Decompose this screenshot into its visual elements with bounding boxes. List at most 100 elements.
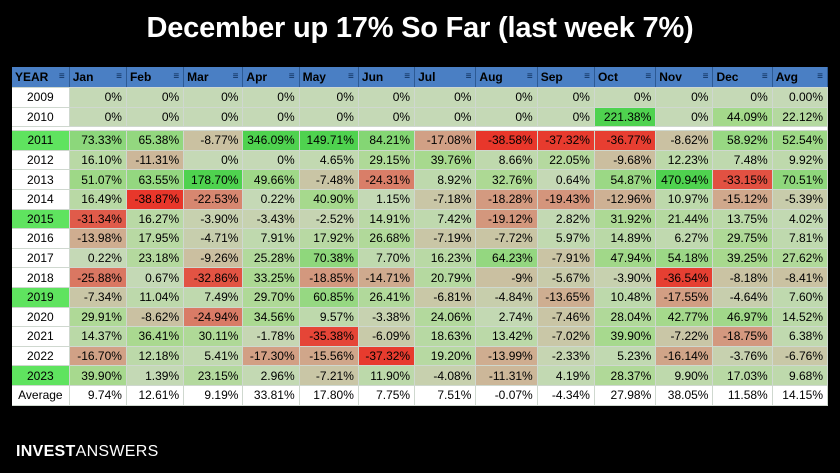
column-header-apr[interactable]: Apr ≡ (242, 67, 300, 88)
value-cell-jul: -4.08% (414, 365, 477, 386)
value-cell-sep: -7.02% (537, 326, 595, 347)
value-cell-oct: 54.87% (594, 169, 657, 190)
value-cell-feb: 16.27% (126, 209, 185, 230)
value-cell-nov: 6.27% (655, 228, 714, 249)
filter-icon[interactable]: ≡ (232, 71, 239, 82)
value-cell-jan: -7.34% (69, 287, 127, 308)
value-cell-jun: 0% (358, 87, 416, 108)
value-cell-sep: 4.19% (537, 365, 595, 386)
value-cell-jun: -3.38% (358, 307, 416, 328)
value-cell-may: 149.71% (299, 130, 359, 151)
year-cell: 2016 (12, 228, 70, 249)
column-header-jun[interactable]: Jun ≡ (358, 67, 416, 88)
year-row-2011: 2011 73.33% 65.38% -8.77% 346.09% 149.71% 84.2… (12, 130, 829, 151)
filter-icon[interactable]: ≡ (173, 71, 180, 82)
value-cell-jun: 0% (358, 107, 416, 128)
value-cell-avg: -8.41% (772, 267, 829, 288)
value-cell-aug: -4.84% (475, 287, 538, 308)
year-row-2016: 2016 -13.98% 17.95% -4.71% 7.91% 17.92% 26.68%… (12, 228, 829, 249)
value-cell-dec: 44.09% (712, 107, 773, 128)
value-cell-jul: 0% (414, 87, 477, 108)
value-cell-mar: -9.26% (183, 248, 244, 269)
column-header-nov[interactable]: Nov ≡ (655, 67, 714, 88)
value-cell-mar: 7.49% (183, 287, 244, 308)
value-cell-mar: 0% (183, 87, 244, 108)
brand-light: ANSWERS (75, 443, 159, 460)
year-cell: 2021 (12, 326, 70, 347)
column-header-mar[interactable]: Mar ≡ (183, 67, 244, 88)
value-cell-jan: 9.74% (69, 385, 127, 406)
column-header-year[interactable]: YEAR ≡ (12, 67, 70, 88)
value-cell-jul: -6.81% (414, 287, 477, 308)
value-cell-aug: -19.12% (475, 209, 538, 230)
column-header-label: Oct (597, 70, 618, 84)
value-cell-feb: 1.39% (126, 365, 185, 386)
value-cell-aug: -9% (475, 267, 538, 288)
value-cell-apr: -17.30% (242, 346, 300, 367)
value-cell-apr: 0.22% (242, 189, 300, 210)
brand-bold: INVEST (16, 443, 76, 460)
filter-icon[interactable]: ≡ (526, 71, 533, 82)
value-cell-oct: -12.96% (594, 189, 657, 210)
filter-icon[interactable]: ≡ (817, 71, 823, 82)
filter-icon[interactable]: ≡ (702, 71, 709, 82)
value-cell-dec: 46.97% (712, 307, 773, 328)
value-cell-sep: -2.33% (537, 346, 595, 367)
filter-icon[interactable]: ≡ (761, 71, 768, 82)
filter-icon[interactable]: ≡ (645, 71, 652, 82)
filter-icon[interactable]: ≡ (348, 71, 354, 82)
column-header-dec[interactable]: Dec ≡ (712, 67, 773, 88)
year-row-2018: 2018 -25.88% 0.67% -32.86% 33.25% -18.85% -14.… (12, 267, 829, 288)
value-cell-aug: 2.74% (475, 307, 538, 328)
value-cell-sep: -7.46% (537, 307, 595, 328)
value-cell-oct: 28.37% (594, 365, 657, 386)
year-cell: 2018 (12, 267, 70, 288)
value-cell-feb: -8.62% (126, 307, 185, 328)
value-cell-nov: 9.90% (655, 365, 714, 386)
filter-icon[interactable]: ≡ (58, 71, 65, 82)
year-row-2015: 2015 -31.34% 16.27% -3.90% -3.43% -2.52% 14.91… (12, 209, 829, 230)
value-cell-jul: 8.92% (414, 169, 477, 190)
value-cell-dec: -8.18% (712, 267, 773, 288)
brand-logo: INVESTANSWERS (16, 443, 159, 461)
filter-icon[interactable]: ≡ (584, 71, 590, 82)
value-cell-feb: 0% (126, 87, 185, 108)
value-cell-aug: 8.66% (475, 150, 538, 171)
value-cell-jul: 19.20% (414, 346, 477, 367)
year-row-2019: 2019 -7.34% 11.04% 7.49% 29.70% 60.85% 26.41% -… (12, 287, 829, 308)
year-cell: 2022 (12, 346, 70, 367)
filter-icon[interactable]: ≡ (116, 71, 122, 82)
filter-icon[interactable]: ≡ (288, 71, 295, 82)
value-cell-jul: 7.51% (414, 385, 477, 406)
value-cell-mar: 23.15% (183, 365, 244, 386)
value-cell-avg: -6.76% (772, 346, 829, 367)
column-header-label: Jan (72, 70, 94, 84)
value-cell-jan: -16.70% (69, 346, 127, 367)
column-header-aug[interactable]: Aug ≡ (475, 67, 538, 88)
filter-icon[interactable]: ≡ (465, 71, 472, 82)
value-cell-apr: 346.09% (242, 130, 300, 151)
filter-icon[interactable]: ≡ (404, 71, 411, 82)
column-header-jan[interactable]: Jan ≡ (69, 67, 127, 88)
column-header-oct[interactable]: Oct ≡ (594, 67, 657, 88)
value-cell-dec: 13.75% (712, 209, 773, 230)
column-header-avg[interactable]: Avg ≡ (772, 67, 829, 88)
value-cell-avg: 14.15% (772, 385, 829, 406)
value-cell-nov: -36.54% (655, 267, 714, 288)
year-cell: 2012 (12, 150, 70, 171)
column-header-may[interactable]: May ≡ (299, 67, 359, 88)
value-cell-dec: -3.76% (712, 346, 773, 367)
column-header-sep[interactable]: Sep ≡ (537, 67, 595, 88)
year-row-2022: 2022 -16.70% 12.18% 5.41% -17.30% -15.56% -37.… (12, 346, 829, 367)
year-cell: 2015 (12, 209, 70, 230)
year-cell: 2010 (12, 107, 70, 128)
value-cell-avg: 27.62% (772, 248, 829, 269)
value-cell-jan: 73.33% (69, 130, 127, 151)
value-cell-sep: 0.64% (537, 169, 595, 190)
year-row-2014: 2014 16.49% -38.87% -22.53% 0.22% 40.90% 1.15%… (12, 189, 829, 210)
value-cell-oct: -9.68% (594, 150, 657, 171)
value-cell-jan: 16.49% (69, 189, 127, 210)
column-header-jul[interactable]: Jul ≡ (414, 67, 477, 88)
value-cell-feb: 65.38% (126, 130, 185, 151)
column-header-feb[interactable]: Feb ≡ (126, 67, 185, 88)
